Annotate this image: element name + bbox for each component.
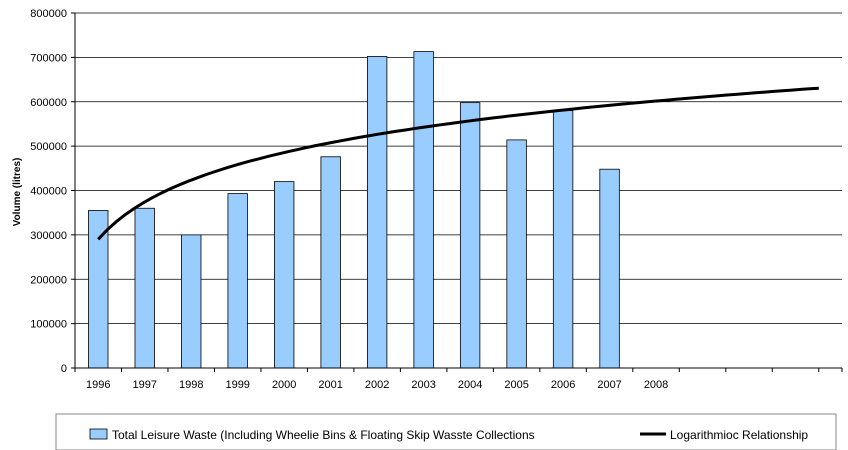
bar — [366, 56, 388, 369]
bar — [506, 139, 527, 369]
x-tick-label: 1999 — [225, 379, 249, 391]
y-tick-label: 500000 — [30, 141, 67, 153]
x-tick-label: 2004 — [458, 379, 482, 391]
bar — [320, 156, 341, 369]
legend-label-trend: Logarithmioc Relationship — [670, 428, 808, 442]
y-tick-labels: 0 100000 200000 300000 400000 500000 600000 700… — [30, 8, 67, 375]
y-tick-label: 400000 — [30, 186, 67, 198]
x-tick-label: 2008 — [644, 379, 668, 391]
y-tick-label: 600000 — [30, 97, 67, 109]
x-tick-label: 2005 — [504, 379, 528, 391]
legend: Total Leisure Waste (Including Wheelie B… — [55, 413, 837, 450]
x-tick-label: 1998 — [179, 379, 203, 391]
trendline — [97, 86, 819, 241]
legend-swatch-bars — [89, 428, 108, 440]
bar — [134, 207, 155, 369]
x-tick-label: 2006 — [551, 379, 575, 391]
x-tick-label: 1997 — [132, 379, 156, 391]
axes — [71, 12, 843, 372]
bar — [181, 234, 202, 369]
legend-box — [55, 413, 837, 450]
legend-label-bars: Total Leisure Waste (Including Wheelie B… — [112, 428, 535, 442]
y-tick-label: 200000 — [30, 274, 67, 286]
bar — [413, 51, 434, 369]
x-tick-label: 2002 — [365, 379, 389, 391]
y-tick-label: 100000 — [30, 319, 67, 331]
x-tick-label: 2003 — [411, 379, 435, 391]
bar — [459, 102, 481, 369]
bar — [599, 168, 620, 369]
bar — [274, 181, 295, 369]
x-tick-label: 2007 — [597, 379, 621, 391]
y-axis-title: Volume (litres) — [12, 158, 23, 227]
bar-series — [88, 51, 620, 369]
y-tick-label: 300000 — [30, 230, 67, 242]
x-tick-labels: 1996 1997 1998 1999 2000 2001 2002 2003 2004 2005… — [86, 379, 668, 391]
x-tick-label: 2001 — [318, 379, 342, 391]
y-tick-label: 700000 — [30, 52, 67, 64]
y-tick-label: 0 — [61, 363, 67, 375]
y-tick-label: 800000 — [30, 8, 67, 20]
bar — [552, 110, 574, 369]
x-tick-label: 2000 — [272, 379, 296, 391]
gridlines — [75, 12, 842, 325]
x-tick-label: 1996 — [86, 379, 110, 391]
bar — [227, 193, 248, 369]
